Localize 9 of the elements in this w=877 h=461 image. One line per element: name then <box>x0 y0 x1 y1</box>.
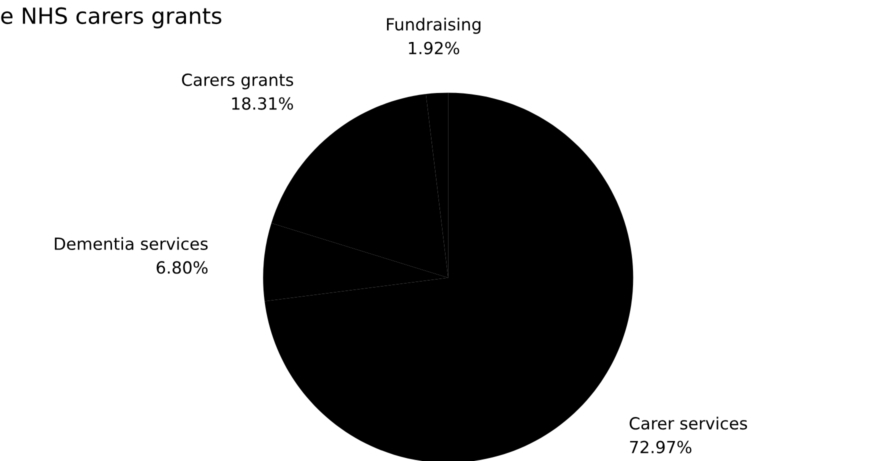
data-label: 1.92% <box>409 42 460 54</box>
slice-label: Fundraising <box>387 18 480 34</box>
slice-label: Carers grants <box>182 73 294 90</box>
data-label: 6.80% <box>156 261 208 274</box>
slice-label: Carer services <box>630 416 748 430</box>
chart-title: e NHS carers grants <box>1 7 222 28</box>
slice-label: Dementia services <box>54 237 208 250</box>
data-label: 18.31% <box>232 97 294 110</box>
data-label: 72.97% <box>630 440 692 454</box>
